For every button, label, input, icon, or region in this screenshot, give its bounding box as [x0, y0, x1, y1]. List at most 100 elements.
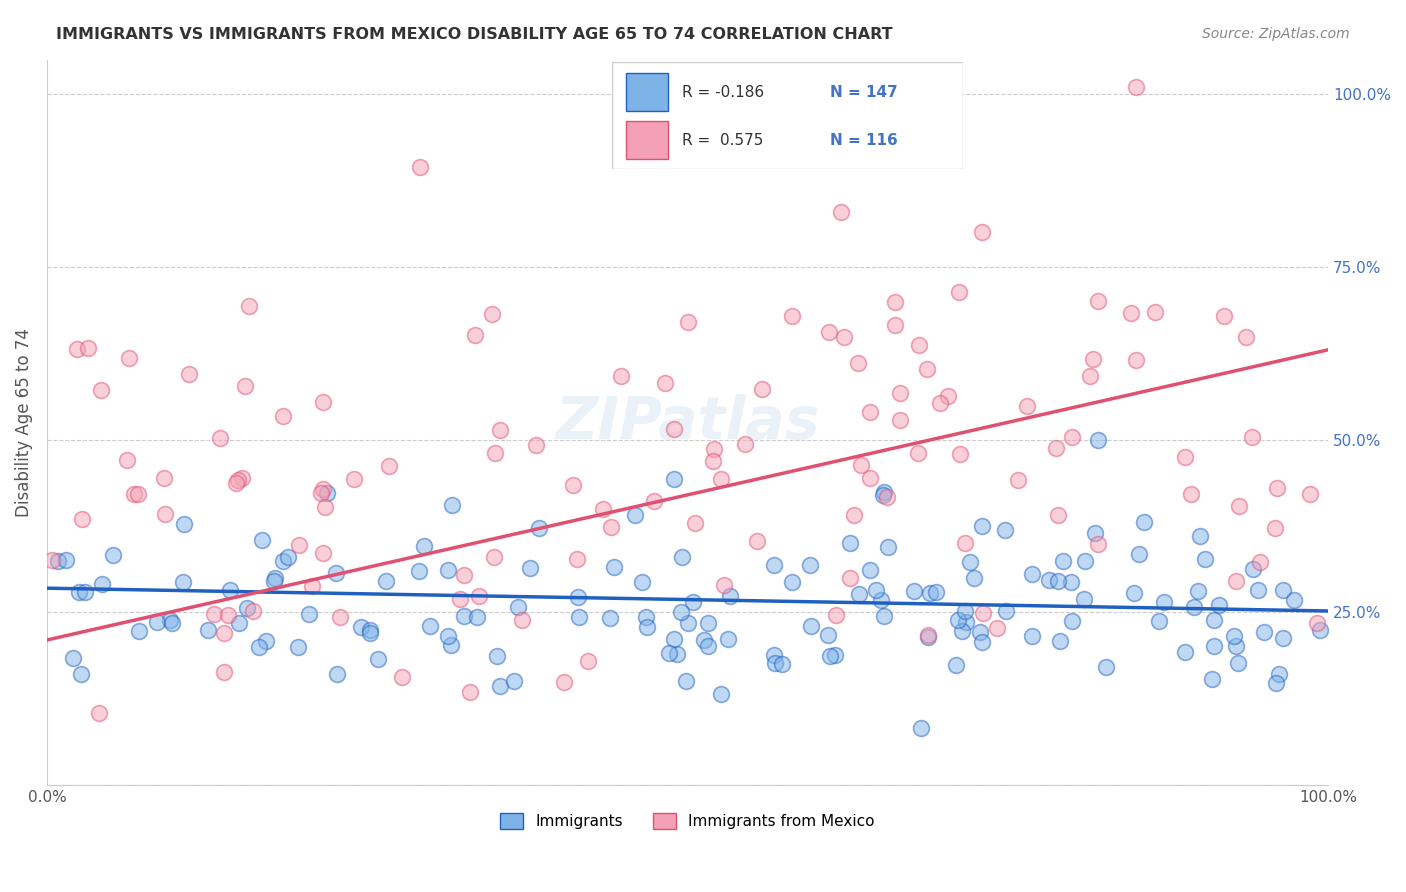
Point — [70, 666, 93, 681]
Point — [1125, 80, 1147, 95]
Point — [602, 559, 624, 574]
Point — [1021, 629, 1043, 643]
Point — [631, 575, 654, 590]
Point — [1052, 554, 1074, 568]
Point — [254, 634, 277, 648]
Point — [643, 493, 665, 508]
Text: IMMIGRANTS VS IMMIGRANTS FROM MEXICO DISABILITY AGE 65 TO 74 CORRELATION CHART: IMMIGRANTS VS IMMIGRANTS FROM MEXICO DIS… — [56, 27, 893, 42]
Point — [359, 624, 381, 638]
Text: N = 147: N = 147 — [830, 85, 897, 100]
Point — [567, 590, 589, 604]
Point — [233, 379, 256, 393]
Point — [1208, 598, 1230, 612]
Point — [702, 454, 724, 468]
Point — [217, 608, 239, 623]
Point — [832, 330, 855, 344]
FancyBboxPatch shape — [626, 121, 668, 159]
Point — [316, 485, 339, 500]
Point — [1226, 657, 1249, 671]
Point — [1143, 305, 1166, 319]
Point — [481, 307, 503, 321]
Point — [599, 611, 621, 625]
Point — [1047, 574, 1070, 588]
Point — [592, 501, 614, 516]
Point — [160, 615, 183, 630]
Point — [1194, 551, 1216, 566]
Point — [67, 585, 90, 599]
Point — [197, 623, 219, 637]
Point — [662, 422, 685, 436]
Point — [908, 338, 931, 352]
Point — [986, 621, 1008, 635]
Point — [959, 555, 981, 569]
Point — [917, 628, 939, 642]
Point — [634, 610, 657, 624]
Point — [1128, 547, 1150, 561]
Point — [413, 540, 436, 554]
Point — [1074, 554, 1097, 568]
Point — [1121, 306, 1143, 320]
Point — [846, 356, 869, 370]
Point — [928, 396, 950, 410]
Point — [482, 549, 505, 564]
Point — [1189, 529, 1212, 543]
Point — [70, 512, 93, 526]
Point — [876, 490, 898, 504]
Point — [1087, 433, 1109, 447]
Point — [153, 508, 176, 522]
Point — [568, 609, 591, 624]
Point — [1087, 536, 1109, 550]
Point — [839, 570, 862, 584]
Point — [391, 670, 413, 684]
Point — [963, 571, 986, 585]
Point — [1046, 508, 1069, 522]
Point — [419, 619, 441, 633]
Point — [519, 561, 541, 575]
Point — [970, 635, 993, 649]
Point — [839, 536, 862, 550]
Point — [312, 546, 335, 560]
Point — [436, 563, 458, 577]
Point — [231, 471, 253, 485]
Point — [1182, 599, 1205, 614]
Point — [710, 472, 733, 486]
Point — [173, 517, 195, 532]
Point — [1309, 624, 1331, 638]
Point — [437, 629, 460, 643]
Point — [226, 473, 249, 487]
Point — [1249, 555, 1271, 569]
Point — [665, 648, 688, 662]
Point — [350, 619, 373, 633]
Point — [329, 610, 352, 624]
Point — [1271, 632, 1294, 646]
Point — [527, 521, 550, 535]
FancyBboxPatch shape — [626, 73, 668, 111]
Point — [780, 575, 803, 590]
Point — [271, 409, 294, 424]
Point — [1180, 487, 1202, 501]
Point — [378, 459, 401, 474]
Point — [1094, 660, 1116, 674]
Point — [1015, 399, 1038, 413]
Point — [287, 640, 309, 655]
Point — [1264, 521, 1286, 535]
Point — [671, 549, 693, 564]
Point — [1073, 592, 1095, 607]
Point — [671, 605, 693, 619]
Point — [464, 327, 486, 342]
Point — [506, 599, 529, 614]
Point — [510, 613, 533, 627]
Text: R =  0.575: R = 0.575 — [682, 133, 763, 148]
Point — [763, 648, 786, 663]
Point — [780, 309, 803, 323]
Point — [212, 625, 235, 640]
Point — [664, 632, 686, 647]
Text: Source: ZipAtlas.com: Source: ZipAtlas.com — [1202, 27, 1350, 41]
Point — [883, 295, 905, 310]
Point — [610, 369, 633, 384]
Point — [676, 315, 699, 329]
Point — [995, 603, 1018, 617]
Point — [770, 657, 793, 672]
Point — [1173, 450, 1195, 464]
Point — [89, 706, 111, 721]
